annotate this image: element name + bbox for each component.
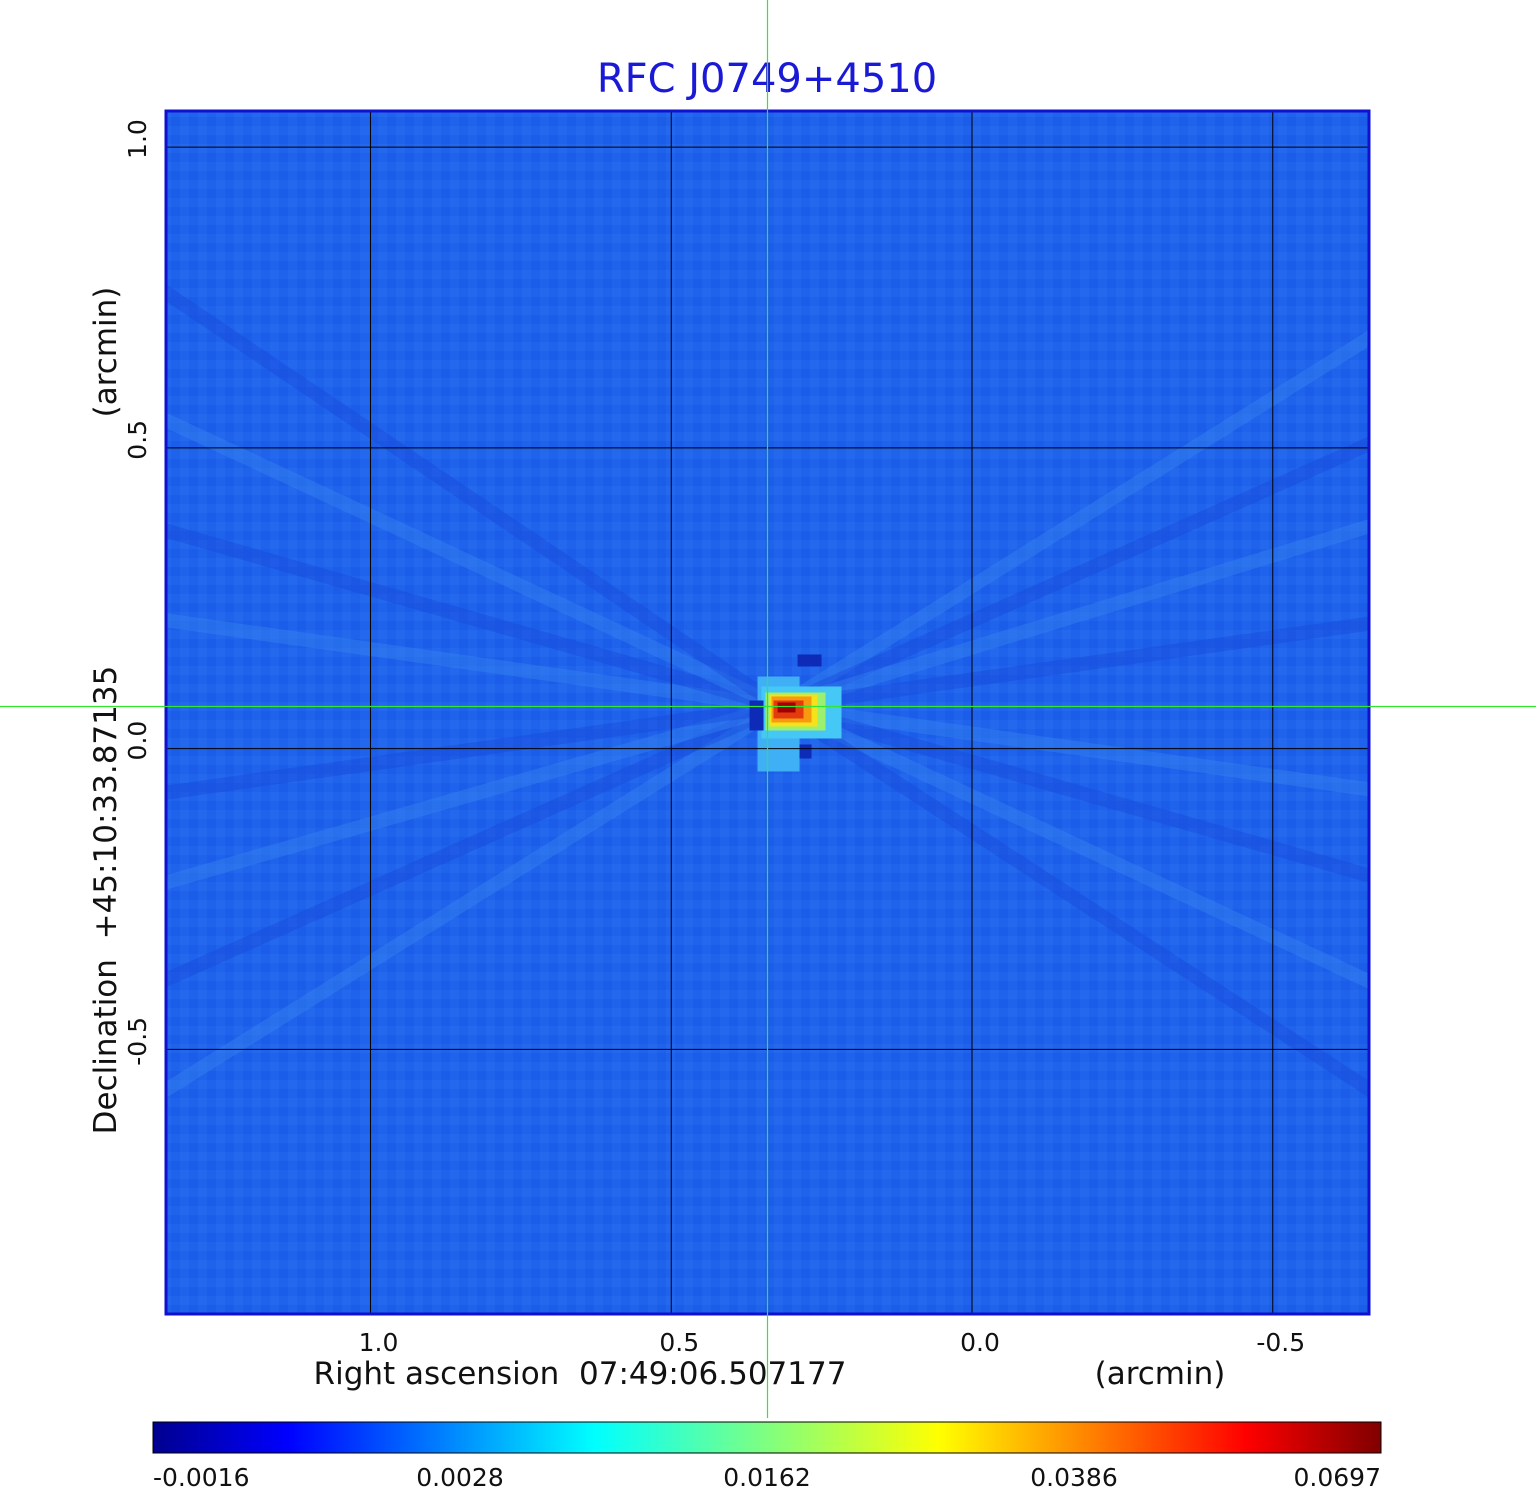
sidelobe-streak [166, 700, 783, 988]
colorbar-tick-label: 0.0162 [723, 1463, 810, 1492]
negative-pixel [797, 654, 822, 667]
colorbar [152, 1421, 1382, 1454]
sidelobe-streak [166, 523, 782, 714]
sidelobe-streak [778, 616, 1369, 714]
sidelobe-streak [776, 700, 1369, 990]
y-axis-unit: (arcmin) [88, 287, 124, 418]
x-tick-label: 1.0 [359, 1328, 399, 1357]
sidelobe-streak [166, 700, 784, 1099]
x-axis-unit: (arcmin) [1095, 1356, 1226, 1392]
crosshair [0, 0, 1536, 1418]
source-blob [749, 654, 842, 772]
x-tick-label: 0.0 [960, 1328, 1000, 1357]
y-tick-label: 0.0 [123, 721, 152, 761]
x-tick-label: 0.5 [659, 1328, 699, 1357]
source-pixel [777, 702, 796, 713]
sidelobe-streak [775, 329, 1369, 713]
sidelobe-streak [777, 518, 1369, 714]
sidelobe-streak [777, 699, 1369, 883]
colorbar-tick-label: 0.0697 [1294, 1463, 1381, 1492]
colorbar-tick-labels: -0.0016 0.0028 0.0162 0.0386 0.0697 [153, 1463, 1381, 1492]
sidelobe-streak [166, 699, 782, 890]
y-tick-label: -0.5 [123, 1017, 152, 1066]
y-tick-label: 1.0 [123, 119, 152, 159]
sidelobe-streak [775, 700, 1369, 1098]
sidelobe-streak [166, 613, 781, 714]
colorbar-tick-label: 0.0028 [416, 1463, 503, 1492]
colorbar-tick-label: 0.0386 [1030, 1463, 1117, 1492]
colorbar-tick-label: -0.0016 [153, 1463, 250, 1492]
x-tick-label: -0.5 [1256, 1328, 1305, 1357]
sidelobe-streak [166, 412, 783, 713]
x-axis-label: Right ascension 07:49:06.507177 [314, 1356, 847, 1392]
y-axis-label: Declination +45:10:33.87135 [88, 666, 124, 1135]
sidelobe-streak [776, 436, 1369, 713]
y-tick-label: 0.5 [123, 420, 152, 460]
negative-pixel [799, 744, 812, 759]
negative-pixel [749, 700, 764, 731]
sidelobe-streak [166, 284, 784, 713]
sidelobe-streak [778, 699, 1369, 797]
sidelobe-streaks [166, 284, 1369, 1099]
y-tick-labels: 1.0 0.5 0.0 -0.5 [123, 119, 152, 1066]
sidelobe-streak [166, 699, 781, 800]
x-tick-labels: 1.0 0.5 0.0 -0.5 [359, 1328, 1306, 1357]
